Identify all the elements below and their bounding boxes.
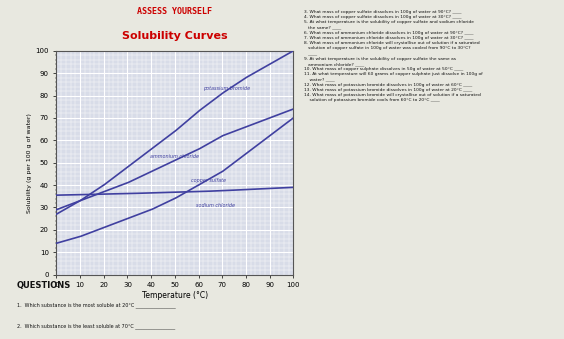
Text: sodium chloride: sodium chloride	[196, 203, 235, 208]
Text: 3. What mass of copper sulfate dissolves in 100g of water at 90°C? ____
4. What : 3. What mass of copper sulfate dissolves…	[304, 10, 483, 102]
Text: 1.  Which substance is the most soluble at 20°C ________________: 1. Which substance is the most soluble a…	[17, 302, 175, 308]
Text: 2.  Which substance is the least soluble at 70°C ________________: 2. Which substance is the least soluble …	[17, 324, 175, 330]
Text: Solubility Curves: Solubility Curves	[122, 31, 228, 41]
Text: QUESTIONS: QUESTIONS	[17, 281, 71, 290]
Y-axis label: Solubility (g per 100 g of water): Solubility (g per 100 g of water)	[28, 113, 33, 213]
X-axis label: Temperature (°C): Temperature (°C)	[142, 291, 208, 300]
Text: ASSESS YOURSELF: ASSESS YOURSELF	[138, 7, 212, 16]
Text: potassium bromide: potassium bromide	[204, 86, 250, 92]
Text: copper sulfate: copper sulfate	[191, 178, 226, 183]
Text: ammonium chloride: ammonium chloride	[151, 154, 199, 159]
